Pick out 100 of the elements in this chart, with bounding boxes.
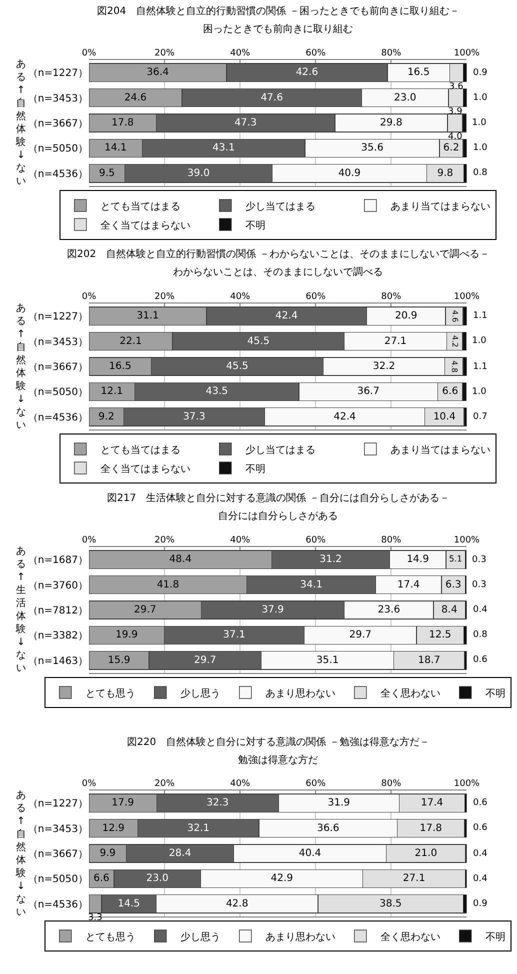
data-label: 0.3: [472, 555, 486, 565]
data-label: 48.4: [169, 554, 192, 566]
data-label: 38.5: [379, 898, 402, 910]
legend-label: 少し当てはまる: [245, 200, 316, 212]
data-label: 31.2: [320, 554, 342, 566]
data-label: 4.2: [450, 335, 460, 348]
data-label: 16.5: [109, 361, 132, 372]
y-tick-label: （n=3760）: [28, 580, 88, 592]
legend-label: 不明: [485, 932, 506, 943]
data-label: 8.4: [441, 604, 458, 616]
y-tick-label: （n=1227）: [28, 68, 88, 80]
y-tick-label: （n=3382）: [28, 630, 88, 642]
data-label: 36.6: [316, 822, 340, 834]
data-label: 0.9: [473, 899, 488, 909]
y-tick-label: （n=3667）: [28, 118, 88, 130]
text: ある↑自然体験↓ない: [16, 790, 26, 918]
data-label: 45.5: [247, 336, 270, 347]
data-label: 0.4: [473, 849, 488, 859]
data-label: 1.0: [472, 118, 487, 128]
data-label: 32.2: [372, 361, 396, 372]
x-tick-label: 100%: [454, 778, 480, 789]
y-tick-label: （n=4536）: [28, 168, 88, 180]
data-label: 12.1: [100, 386, 123, 398]
data-label: 0.3: [472, 580, 486, 590]
legend-label: 全く当てはまらない: [100, 462, 190, 475]
chart-title: 図217 生活体験と自分に対する意識の関係 －自分には自分らしさがある－: [107, 492, 450, 504]
x-tick-label: 0%: [82, 778, 97, 789]
x-tick-label: 100%: [454, 535, 480, 546]
y-tick-label: （n=5050）: [28, 387, 88, 398]
legend-label: 不明: [245, 220, 266, 232]
chart-title: 図202 自然体験と自立的行動習慣の関係 －わからないことは、そのままにしないで調べる－: [67, 248, 490, 260]
data-label: 43.1: [212, 142, 235, 154]
x-tick-label: 40%: [230, 48, 251, 58]
legend-label: あまり思わない: [265, 932, 336, 943]
data-label: 36.4: [146, 67, 169, 78]
x-tick-label: 20%: [154, 778, 175, 789]
legend-label: とても当てはまる: [100, 444, 180, 456]
data-label: 9.8: [437, 168, 454, 179]
data-label: 28.4: [168, 848, 192, 859]
x-tick-label: 60%: [306, 48, 326, 58]
data-label: 32.1: [187, 822, 210, 834]
data-label: 37.1: [223, 630, 246, 641]
data-label: 35.6: [361, 142, 384, 154]
data-label: 14.1: [104, 142, 127, 154]
data-label: 17.9: [112, 798, 134, 809]
x-tick-label: 60%: [306, 292, 326, 302]
data-label: 0.4: [473, 874, 488, 884]
x-tick-label: 80%: [381, 292, 402, 302]
data-label: 23.0: [146, 873, 169, 884]
data-label: 23.6: [378, 604, 400, 616]
data-label: 42.4: [275, 310, 298, 322]
data-label: 4.0: [448, 132, 463, 142]
data-label: 12.9: [102, 822, 125, 834]
data-label: 1.0: [473, 93, 488, 103]
x-tick-label: 0%: [82, 535, 97, 546]
x-tick-label: 20%: [154, 535, 175, 546]
chart-title: 図204 自然体験と自立的行動習慣の関係 －困ったときでも前向きに取り組む－: [97, 5, 460, 17]
data-label: 43.5: [206, 386, 228, 398]
y-tick-label: （n=4536）: [28, 412, 88, 424]
data-label: 23.0: [394, 92, 416, 104]
data-label: 27.1: [402, 873, 426, 884]
legend-label: 全く思わない: [380, 687, 440, 700]
legend-label: 少し思う: [180, 687, 220, 700]
data-label: 0.8: [473, 168, 488, 178]
x-tick-label: 80%: [381, 778, 402, 789]
x-tick-label: 100%: [454, 48, 480, 58]
y-tick-label: （n=3667）: [28, 362, 88, 373]
data-label: 1.0: [473, 143, 488, 153]
data-label: 17.8: [420, 822, 442, 834]
data-label: 19.9: [115, 630, 138, 641]
data-label: 29.7: [194, 654, 216, 666]
text: ある↑自然体験↓ない: [16, 303, 26, 431]
x-tick-label: 80%: [381, 535, 402, 546]
y-tick-label: （n=3453）: [28, 93, 88, 104]
data-label: 27.1: [384, 336, 407, 347]
data-label: 9.5: [98, 168, 115, 179]
data-label: 6.3: [445, 579, 462, 590]
data-label: 40.9: [338, 168, 361, 179]
y-tick-label: （n=1463）: [28, 656, 88, 667]
data-label: 21.0: [414, 848, 438, 859]
legend-label: あまり当てはまらない: [390, 200, 490, 212]
x-tick-label: 20%: [154, 292, 175, 302]
data-label: 5.1: [448, 554, 462, 564]
text: ある↑自然体験↓ない: [16, 59, 26, 187]
data-label: 17.4: [420, 798, 444, 809]
data-label: 22.1: [120, 336, 142, 347]
data-label: 0.7: [473, 412, 488, 422]
data-label: 16.5: [407, 67, 430, 78]
data-label: 47.6: [260, 92, 283, 104]
x-tick-label: 40%: [230, 292, 251, 302]
legend-label: 全く当てはまらない: [100, 219, 190, 232]
data-label: 12.5: [428, 630, 452, 641]
data-label: 1.0: [472, 387, 487, 397]
legend-label: 少し思う: [180, 930, 220, 943]
y-tick-label: （n=3453）: [28, 824, 88, 835]
data-label: 41.8: [156, 579, 180, 590]
y-tick-label: （n=1227）: [28, 798, 88, 810]
data-label: 9.2: [98, 411, 114, 422]
chart-subtitle: 困ったときでも前向きに取り組む: [203, 23, 353, 35]
data-label: 42.4: [334, 411, 356, 422]
